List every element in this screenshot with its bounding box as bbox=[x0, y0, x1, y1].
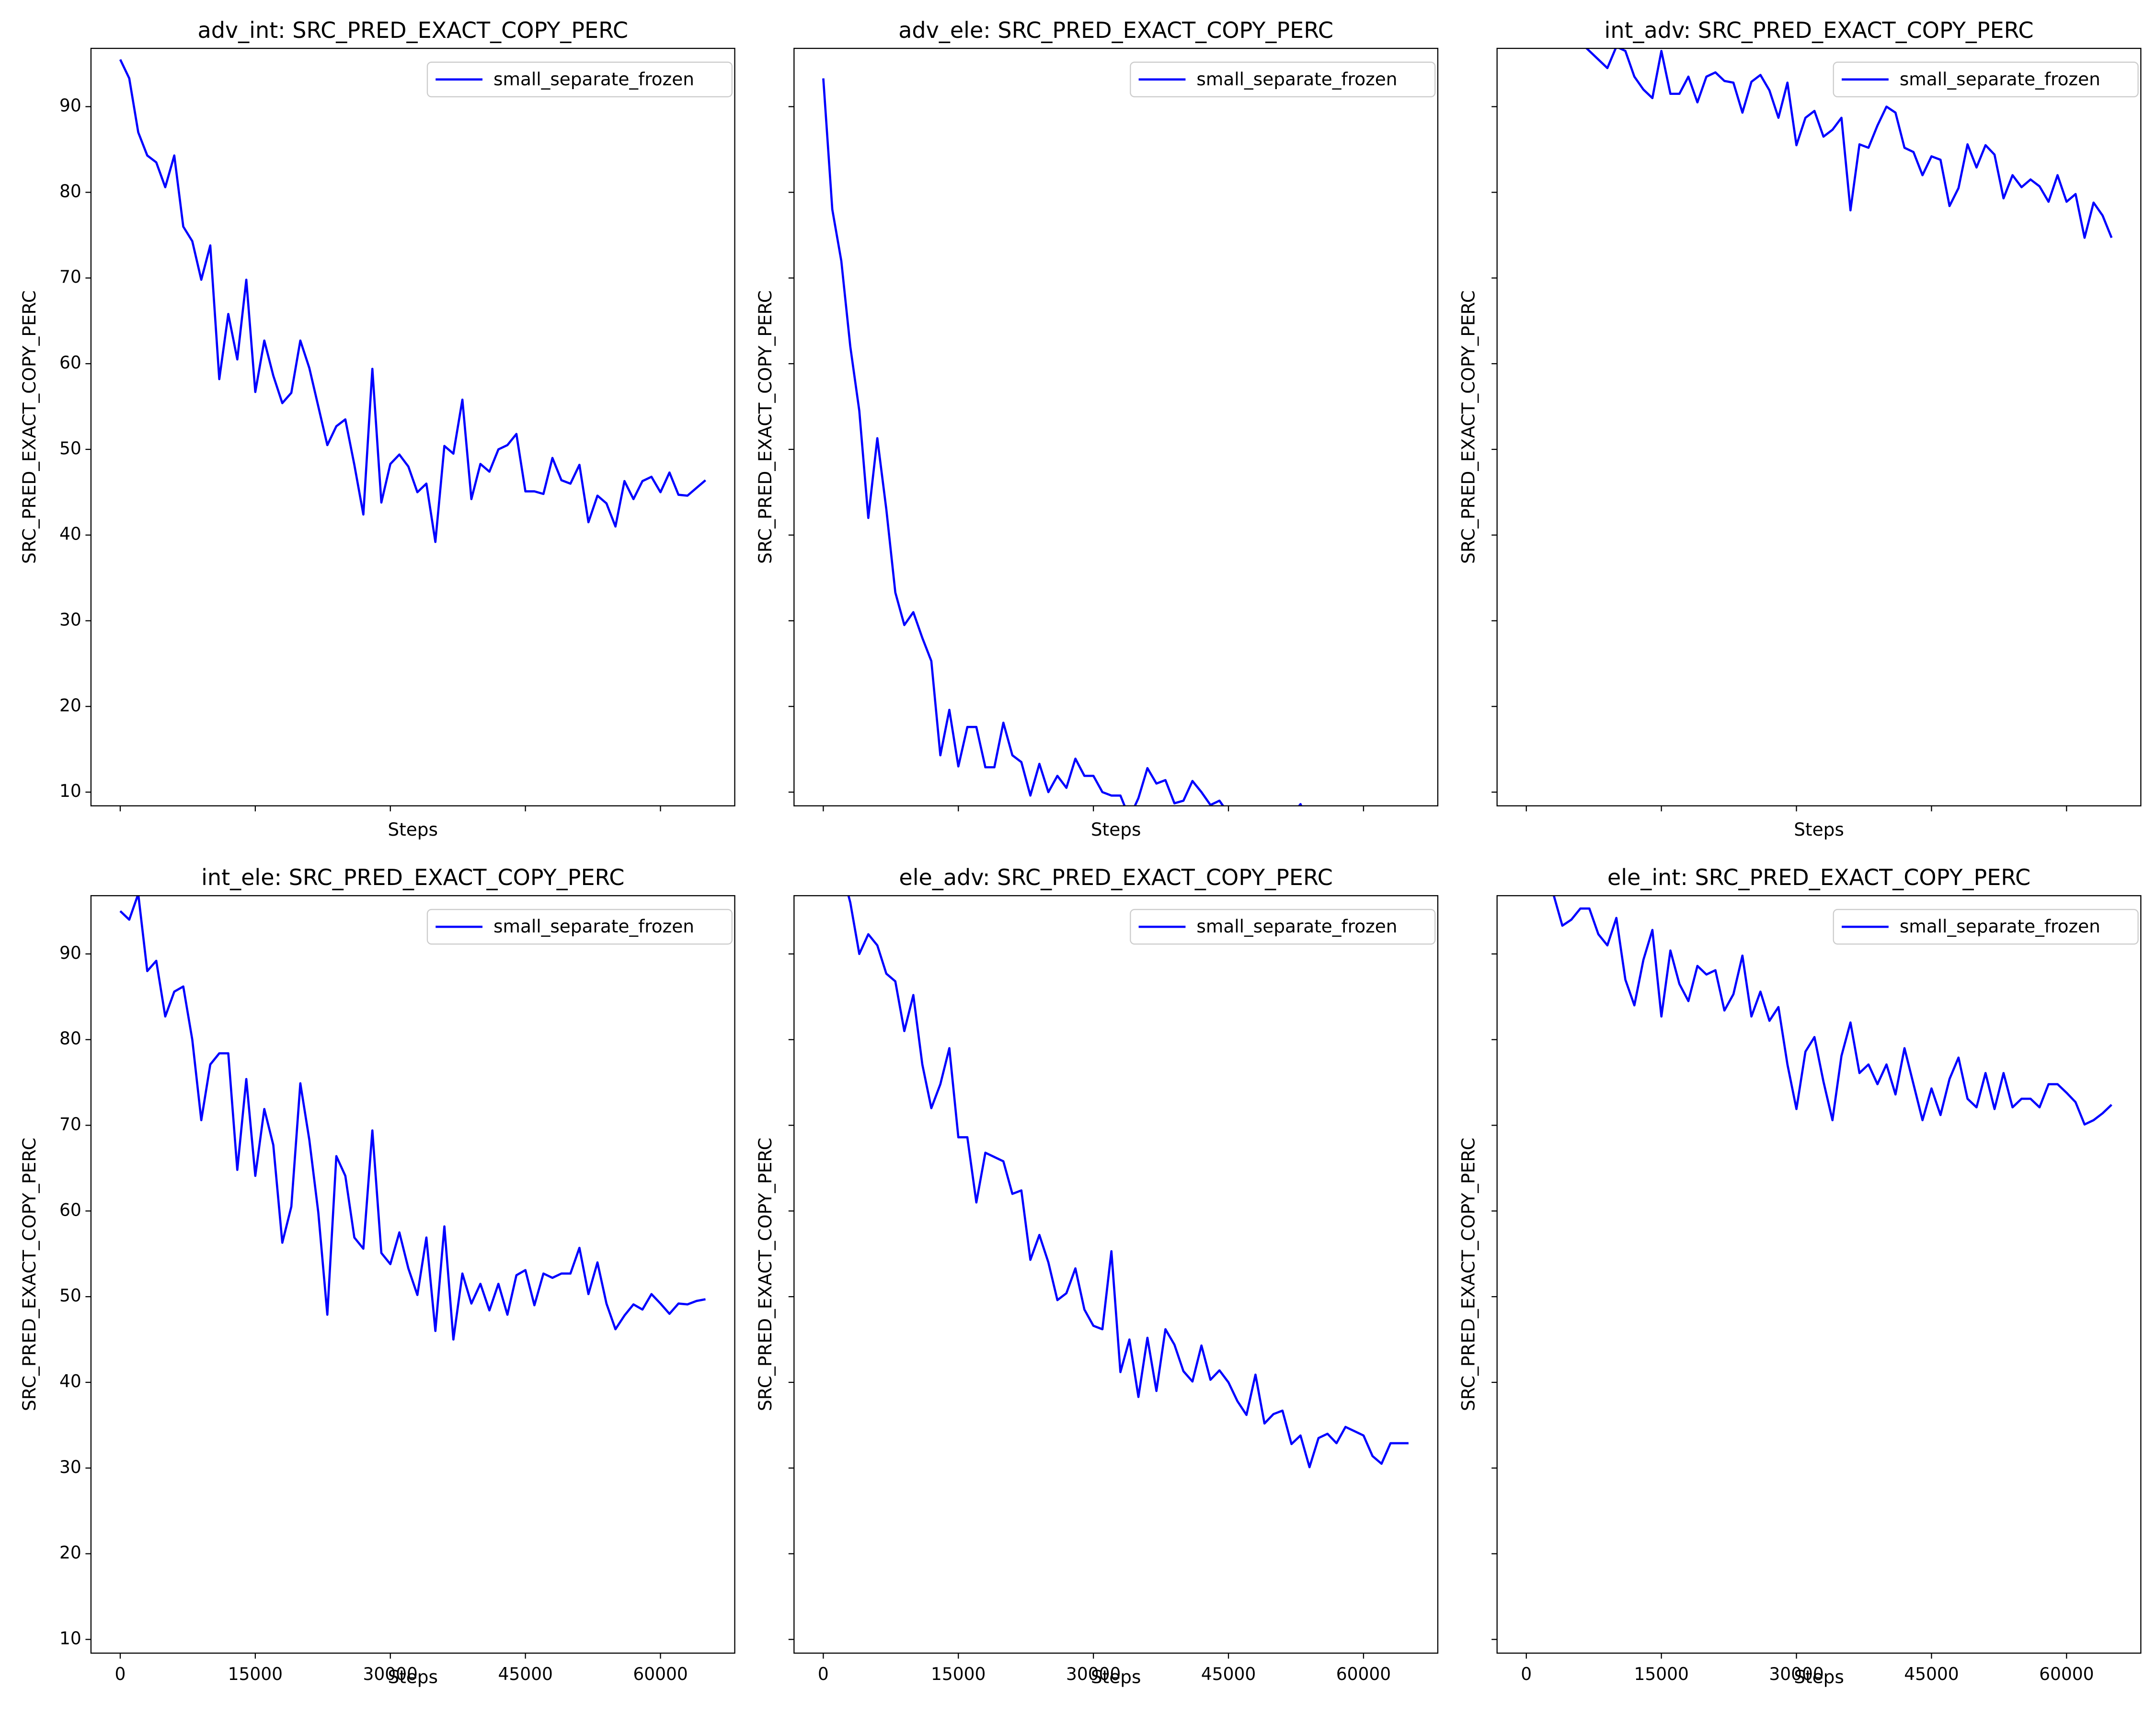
axes-frame bbox=[793, 47, 1439, 806]
subplot: ele_adv: SRC_PRED_EXACT_COPY_PERC Steps SR… bbox=[755, 864, 1439, 1687]
x-axis-label: Steps bbox=[1794, 819, 1844, 840]
axes-frame bbox=[90, 895, 735, 1654]
legend-box bbox=[1130, 61, 1436, 98]
subplot-title: int_adv: SRC_PRED_EXACT_COPY_PERC bbox=[1605, 17, 2034, 43]
y-tick-label: 60 bbox=[59, 1200, 81, 1220]
legend-box bbox=[426, 61, 733, 98]
x-axis-label: Steps bbox=[1091, 819, 1141, 840]
data-line bbox=[1552, 896, 2112, 1126]
y-axis-label: SRC_PRED_EXACT_COPY_PERC bbox=[755, 290, 776, 564]
data-line bbox=[119, 59, 706, 543]
y-tick-label: 90 bbox=[59, 943, 81, 963]
legend-box bbox=[426, 908, 733, 945]
y-axis-label: SRC_PRED_EXACT_COPY_PERC bbox=[19, 1138, 40, 1411]
y-tick-label: 90 bbox=[59, 96, 81, 116]
subplot: adv_int: SRC_PRED_EXACT_COPY_PERC Steps SR… bbox=[19, 17, 735, 840]
x-tick-label: 30000 bbox=[1066, 1665, 1121, 1684]
subplot-title: int_ele: SRC_PRED_EXACT_COPY_PERC bbox=[201, 864, 624, 890]
y-tick-label: 30 bbox=[59, 1458, 81, 1477]
x-tick-label: 60000 bbox=[1336, 1665, 1391, 1684]
axes-frame bbox=[90, 47, 735, 806]
x-tick-label: 0 bbox=[1521, 1665, 1532, 1684]
legend-label: small_separate_frozen bbox=[1196, 69, 1397, 90]
x-axis-label: Steps bbox=[1091, 1666, 1141, 1687]
legend-label: small_separate_frozen bbox=[1900, 69, 2100, 90]
y-tick-label: 20 bbox=[59, 1543, 81, 1563]
x-tick-label: 15000 bbox=[228, 1665, 283, 1684]
x-tick-label: 45000 bbox=[1201, 1665, 1256, 1684]
y-tick-label: 30 bbox=[59, 610, 81, 630]
x-tick-label: 45000 bbox=[1904, 1665, 1959, 1684]
x-tick-label: 0 bbox=[115, 1665, 126, 1684]
x-tick-label: 15000 bbox=[931, 1665, 986, 1684]
legend-box bbox=[1833, 61, 2139, 98]
legend-label: small_separate_frozen bbox=[493, 916, 694, 937]
y-tick-label: 10 bbox=[59, 1629, 81, 1648]
x-axis-label: Steps bbox=[388, 1666, 438, 1687]
legend-label: small_separate_frozen bbox=[1900, 916, 2100, 937]
y-tick-label: 40 bbox=[59, 525, 81, 544]
subplot: ele_int: SRC_PRED_EXACT_COPY_PERC Steps SR… bbox=[1458, 864, 2142, 1687]
y-tick-label: 50 bbox=[59, 439, 81, 459]
y-tick-label: 10 bbox=[59, 782, 81, 801]
legend-box bbox=[1130, 908, 1436, 945]
x-tick-label: 30000 bbox=[1769, 1665, 1823, 1684]
x-tick-label: 15000 bbox=[1634, 1665, 1688, 1684]
y-tick-label: 60 bbox=[59, 353, 81, 373]
subplot: int_ele: SRC_PRED_EXACT_COPY_PERC Steps SR… bbox=[19, 864, 735, 1687]
subplot: int_adv: SRC_PRED_EXACT_COPY_PERC Steps SR… bbox=[1458, 17, 2142, 840]
y-tick-label: 80 bbox=[59, 1029, 81, 1049]
x-tick-label: 30000 bbox=[363, 1665, 418, 1684]
x-tick-label: 45000 bbox=[498, 1665, 552, 1684]
x-tick-label: 60000 bbox=[633, 1665, 688, 1684]
y-tick-label: 40 bbox=[59, 1372, 81, 1392]
axes-frame bbox=[793, 895, 1439, 1654]
y-tick-label: 70 bbox=[59, 267, 81, 287]
x-tick-label: 0 bbox=[818, 1665, 829, 1684]
y-tick-label: 80 bbox=[59, 182, 81, 201]
y-tick-label: 50 bbox=[59, 1286, 81, 1306]
x-axis-label: Steps bbox=[1794, 1666, 1844, 1687]
data-line bbox=[1585, 48, 2113, 239]
legend-label: small_separate_frozen bbox=[1196, 916, 1397, 937]
y-axis-label: SRC_PRED_EXACT_COPY_PERC bbox=[19, 290, 40, 564]
data-line bbox=[119, 896, 706, 1341]
data-line bbox=[847, 896, 1409, 1469]
legend-label: small_separate_frozen bbox=[493, 69, 694, 90]
y-axis-label: SRC_PRED_EXACT_COPY_PERC bbox=[755, 1138, 776, 1411]
x-axis-label: Steps bbox=[388, 819, 438, 840]
subplot: adv_ele: SRC_PRED_EXACT_COPY_PERC Steps SR… bbox=[755, 17, 1439, 840]
axes-frame bbox=[1496, 895, 2142, 1654]
subplot-title: ele_adv: SRC_PRED_EXACT_COPY_PERC bbox=[899, 864, 1332, 890]
y-axis-label: SRC_PRED_EXACT_COPY_PERC bbox=[1458, 1138, 1479, 1411]
y-tick-label: 20 bbox=[59, 696, 81, 715]
y-tick-label: 70 bbox=[59, 1115, 81, 1134]
subplot-title: adv_ele: SRC_PRED_EXACT_COPY_PERC bbox=[898, 17, 1333, 43]
legend-box bbox=[1833, 908, 2139, 945]
data-line bbox=[822, 78, 1303, 806]
axes-frame bbox=[1496, 47, 2142, 806]
subplot-title: ele_int: SRC_PRED_EXACT_COPY_PERC bbox=[1607, 864, 2030, 890]
y-axis-label: SRC_PRED_EXACT_COPY_PERC bbox=[1458, 290, 1479, 564]
x-tick-label: 60000 bbox=[2039, 1665, 2094, 1684]
subplot-title: adv_int: SRC_PRED_EXACT_COPY_PERC bbox=[198, 17, 628, 43]
